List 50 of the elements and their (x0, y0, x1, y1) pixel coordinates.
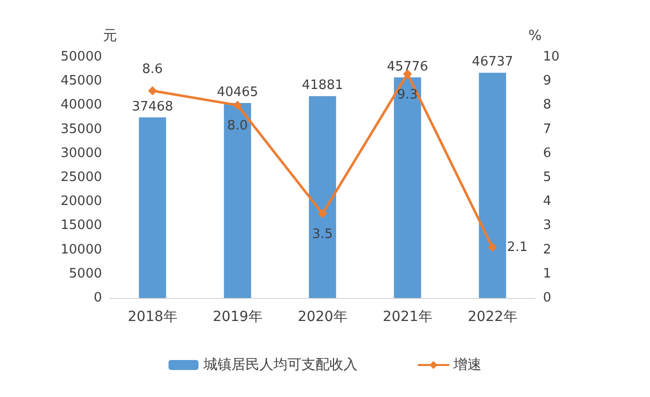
y2-tick-label: 5 (543, 170, 552, 185)
bar (478, 72, 506, 298)
y2-tick-label: 8 (543, 98, 552, 113)
x-tick-label: 2022年 (468, 309, 518, 325)
y-tick-label: 5000 (68, 266, 102, 282)
point (488, 242, 497, 252)
point (148, 86, 157, 96)
data-label: 9.3 (397, 87, 418, 102)
data-label: 3.5 (312, 227, 333, 242)
data-label: 2.1 (507, 240, 528, 255)
data-label: 41881 (302, 78, 344, 94)
y-axis-title: 元 (103, 28, 117, 44)
y2-tick-label: 7 (543, 122, 552, 137)
data-label: 37468 (132, 99, 174, 114)
y2-tick-label: 10 (543, 50, 560, 64)
x-tick-label: 2021年 (382, 309, 432, 325)
point (318, 209, 327, 218)
y2-axis-title: % (528, 28, 542, 44)
legend-label: 城镇居民人均可支配收入 (202, 357, 358, 373)
y-tick-label: 40000 (60, 98, 102, 113)
y-tick-label: 0 (94, 290, 102, 306)
y-tick-label: 50000 (60, 50, 102, 64)
y-tick-label: 35000 (60, 122, 102, 137)
data-label: 46737 (472, 54, 514, 70)
y-tick-label: 25000 (60, 170, 102, 185)
y2-tick-label: 0 (543, 290, 552, 306)
data-label: 8.6 (142, 62, 163, 78)
data-label: 45776 (386, 59, 428, 74)
x-tick-label: 2020年 (298, 309, 348, 325)
data-label: 8.0 (227, 118, 248, 134)
y-tick-label: 45000 (60, 74, 102, 89)
y-tick-label: 15000 (60, 218, 102, 234)
bar (224, 102, 252, 298)
bar (394, 77, 422, 298)
x-tick-label: 2019年 (212, 309, 262, 325)
y-tick-label: 20000 (60, 194, 102, 210)
x-tick-label: 2018年 (128, 309, 178, 325)
y2-tick-label: 4 (543, 194, 552, 210)
y2-tick-label: 6 (543, 146, 552, 161)
y2-tick-label: 1 (543, 266, 552, 282)
y2-tick-label: 3 (543, 218, 552, 234)
y2-tick-label: 2 (543, 242, 552, 258)
point (233, 100, 242, 110)
y-tick-label: 10000 (60, 242, 102, 258)
bar (138, 117, 166, 298)
bar (308, 96, 336, 298)
y-tick-label: 30000 (60, 146, 102, 161)
legend-label: 增速 (452, 357, 482, 373)
y2-tick-label: 9 (543, 74, 552, 89)
data-label: 40465 (216, 84, 258, 100)
